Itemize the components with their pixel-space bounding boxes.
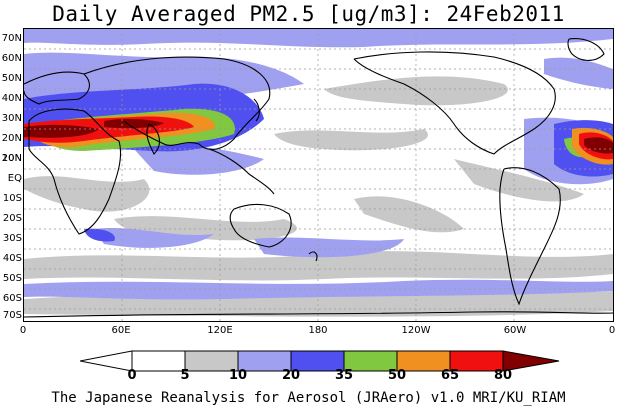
lat-label: 40S <box>2 253 22 264</box>
graticule <box>24 29 613 321</box>
colorbar-tick: 65 <box>440 368 460 383</box>
africa-coast <box>28 108 122 235</box>
pm25-band-80-plus <box>24 118 613 154</box>
colorbar-bin <box>131 350 186 372</box>
antarctica-coast <box>24 311 613 318</box>
colorbar-arrow-low <box>80 350 133 372</box>
map-title: Daily Averaged PM2.5 [ug/m3]: 24Feb2011 <box>52 2 565 26</box>
lat-label: 10S <box>2 193 22 204</box>
namerica-coast <box>353 51 556 155</box>
lat-label: 10N <box>1 153 22 164</box>
lat-label: 70S <box>2 310 22 321</box>
lat-label: EQ <box>7 173 22 184</box>
pm25-map <box>23 28 614 322</box>
lat-label: 20N <box>1 153 22 164</box>
colorbar <box>80 350 560 372</box>
lon-label: 0 <box>608 325 616 336</box>
colorbar-tick: 0 <box>127 368 137 383</box>
australia-coast <box>229 203 292 248</box>
lon-label: 0 <box>19 325 27 336</box>
colorbar-tick: 35 <box>334 368 354 383</box>
colorbar-tick: 5 <box>180 368 190 383</box>
lon-label: 120W <box>401 325 431 336</box>
lat-label: 60S <box>2 293 22 304</box>
seasia-coast <box>208 148 275 195</box>
lat-label: 40N <box>1 93 22 104</box>
nz-coast <box>308 251 318 262</box>
credit-line: The Japanese Reanalysis for Aerosol (JRA… <box>51 390 566 406</box>
lat-label: 50N <box>1 73 22 84</box>
lat-label: 20N <box>1 133 22 144</box>
map-canvas <box>24 29 613 321</box>
coastlines <box>24 38 613 318</box>
lat-label: 30S <box>2 233 22 244</box>
lon-label: 120E <box>207 325 233 336</box>
colorbar-tick: 80 <box>493 368 513 383</box>
india-coast <box>146 123 160 155</box>
lat-label: 50S <box>2 273 22 284</box>
lat-label: 20S <box>2 213 22 224</box>
japan-coast <box>253 98 260 122</box>
colorbar-arrow-high <box>502 350 560 372</box>
lat-label: 30N <box>1 113 22 124</box>
europe-coast <box>24 71 90 105</box>
lat-label: 60N <box>1 53 22 64</box>
colorbar-tick: 50 <box>387 368 407 383</box>
samerica-coast <box>499 167 561 306</box>
asia-coast <box>83 56 271 150</box>
lon-label: 60E <box>111 325 131 336</box>
greenland-coast <box>567 38 605 61</box>
lat-label: 70N <box>1 33 22 44</box>
lon-label: 180 <box>308 325 328 336</box>
colorbar-tick: 10 <box>228 368 248 383</box>
lon-label: 60W <box>503 325 527 336</box>
colorbar-tick: 20 <box>281 368 301 383</box>
